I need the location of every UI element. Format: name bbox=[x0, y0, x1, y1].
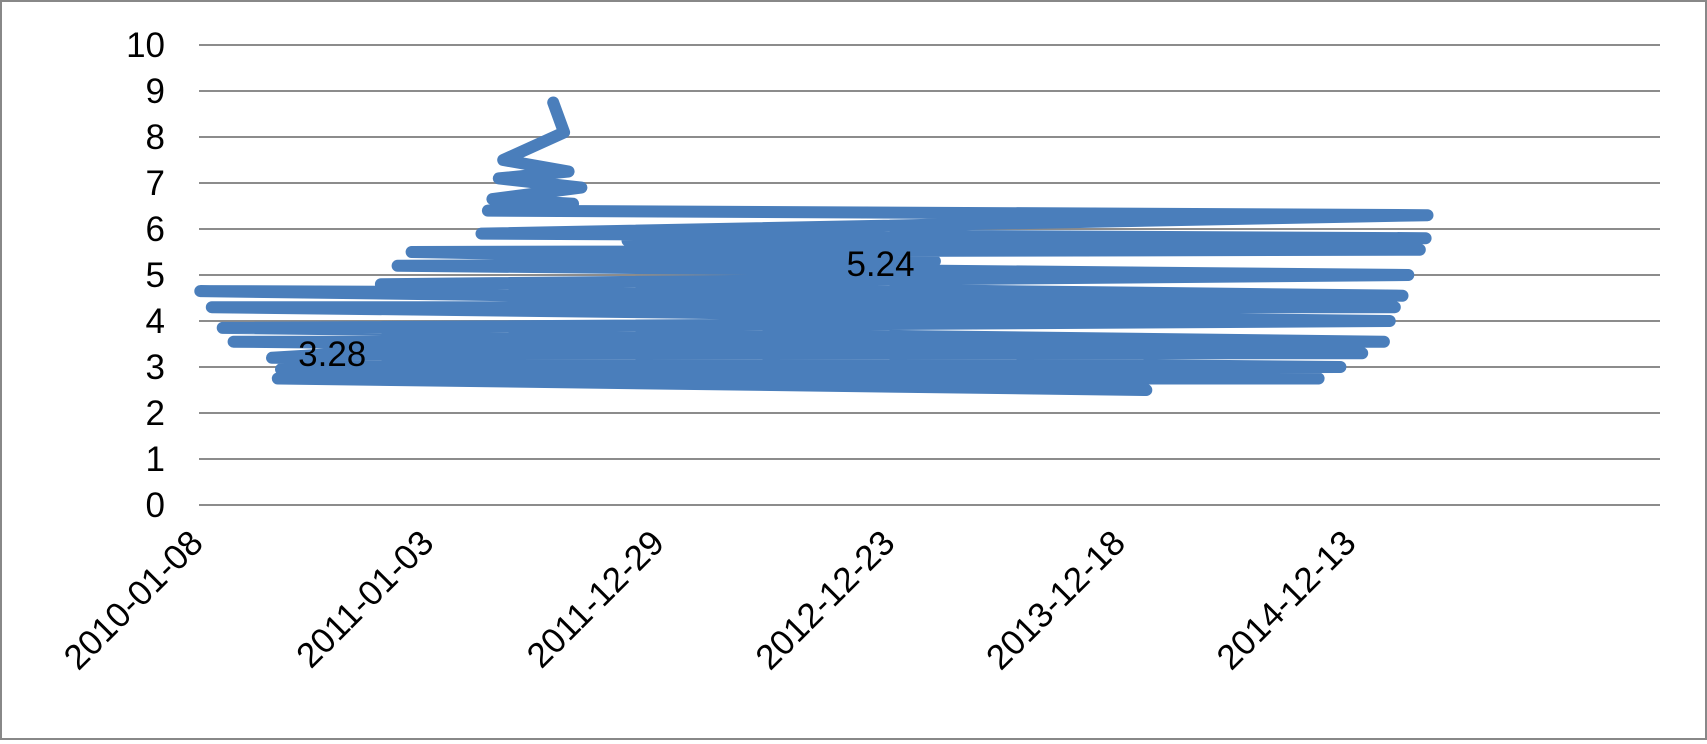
y-tick-label: 1 bbox=[146, 440, 165, 479]
data-line bbox=[194, 96, 1434, 396]
y-tick-label: 8 bbox=[146, 118, 165, 157]
y-tick-label: 0 bbox=[146, 486, 165, 525]
y-tick-label: 7 bbox=[146, 164, 165, 203]
y-tick-label: 10 bbox=[126, 26, 165, 65]
y-tick-label: 4 bbox=[146, 302, 165, 341]
data-label: 3.28 bbox=[298, 335, 366, 374]
data-label: 5.24 bbox=[846, 245, 914, 284]
y-tick-label: 6 bbox=[146, 210, 165, 249]
y-tick-label: 9 bbox=[146, 72, 165, 111]
y-tick-label: 5 bbox=[146, 256, 165, 295]
y-tick-label: 2 bbox=[146, 394, 165, 433]
y-tick-label: 3 bbox=[146, 348, 165, 387]
